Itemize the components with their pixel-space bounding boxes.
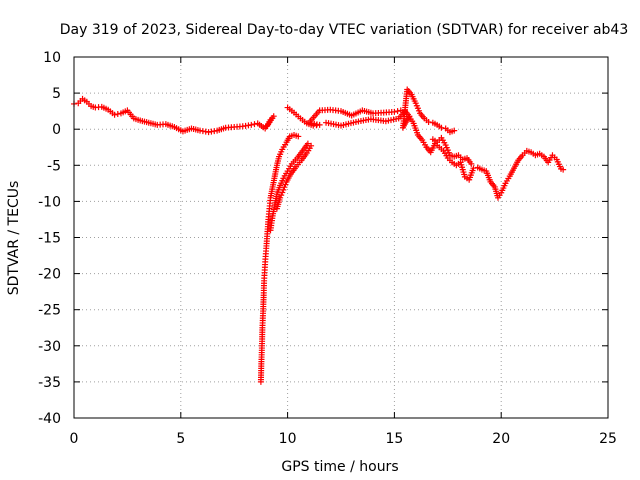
data-point — [560, 166, 567, 173]
x-tick-label: 5 — [176, 431, 185, 447]
y-tick-label: -15 — [38, 231, 61, 247]
y-tick-label: 10 — [43, 50, 61, 66]
y-tick-label: -40 — [38, 411, 61, 427]
data-series — [71, 86, 567, 385]
x-axis-label: GPS time / hours — [281, 459, 398, 475]
chart-title: Day 319 of 2023, Sidereal Day-to-day VTE… — [60, 22, 629, 38]
data-point — [278, 192, 285, 199]
x-tick-label: 15 — [385, 431, 403, 447]
x-tick-label: 0 — [70, 431, 79, 447]
y-tick-label: 5 — [52, 86, 61, 102]
data-point — [438, 124, 445, 131]
data-point — [251, 121, 258, 128]
data-point — [280, 186, 287, 193]
y-tick-label: 0 — [52, 122, 61, 138]
data-point — [279, 189, 286, 196]
grid-lines — [74, 57, 608, 418]
data-point — [394, 108, 401, 115]
data-point — [391, 108, 398, 115]
x-tick-label: 20 — [492, 431, 510, 447]
y-tick-label: -20 — [38, 267, 61, 283]
x-tick-label: 10 — [279, 431, 297, 447]
data-point — [264, 122, 271, 129]
y-tick-label: -30 — [38, 339, 61, 355]
data-point — [111, 111, 118, 118]
data-point — [451, 127, 458, 134]
y-tick-label: -25 — [38, 303, 61, 319]
y-tick-label: -10 — [38, 194, 61, 210]
axis-ticks: 0 5 10 15 20 25 10 5 0 -5 -10 -15 -20 -25 -30 -35 -40 — [38, 50, 617, 447]
x-tick-label: 25 — [599, 431, 617, 447]
data-point — [425, 118, 432, 125]
data-point — [308, 142, 315, 149]
data-point — [277, 194, 284, 201]
data-point — [282, 181, 289, 188]
data-point — [295, 133, 302, 140]
y-tick-label: -35 — [38, 375, 61, 391]
data-point — [304, 140, 311, 147]
data-point — [114, 111, 121, 118]
data-point — [468, 160, 475, 167]
data-point — [281, 184, 288, 191]
y-axis-label: SDTVAR / TECUs — [6, 181, 22, 296]
data-point — [470, 165, 477, 172]
data-point — [248, 121, 255, 128]
y-tick-label: -5 — [47, 158, 61, 174]
